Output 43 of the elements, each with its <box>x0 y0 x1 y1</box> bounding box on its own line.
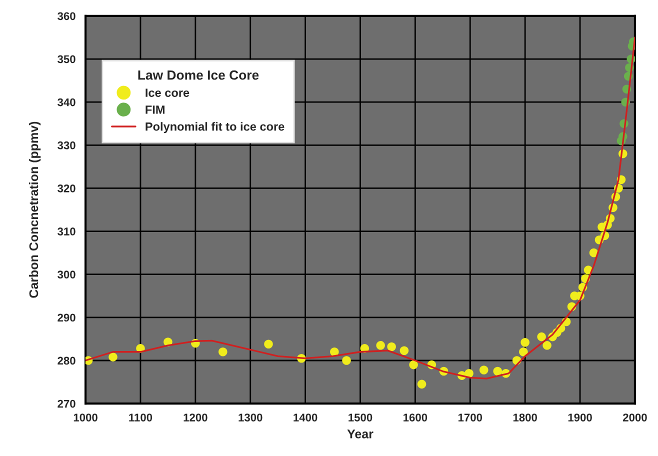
point <box>376 341 385 350</box>
y-tick-label: 310 <box>58 228 76 236</box>
legend-label: Ice core <box>146 88 190 97</box>
legend-label: Polynomial fit to ice core <box>146 122 284 134</box>
y-tick-label: 350 <box>58 55 76 64</box>
point <box>519 347 528 356</box>
point <box>520 338 530 347</box>
point <box>417 380 426 389</box>
y-tick-label: 290 <box>58 314 76 322</box>
y-axis-title: Carbon Concnetration (ppmv) <box>28 122 41 298</box>
x-tick-label: 1000 <box>74 414 98 422</box>
y-tick-label: 330 <box>58 141 76 150</box>
point <box>409 360 418 370</box>
y-tick-label: 280 <box>58 356 76 365</box>
x-tick-label: 1100 <box>129 414 152 422</box>
point <box>493 366 502 376</box>
point <box>400 346 409 355</box>
x-tick-label: 1400 <box>294 414 318 422</box>
point <box>264 340 273 349</box>
x-axis-title: Year <box>347 430 374 438</box>
x-tick-label: 1700 <box>458 414 482 422</box>
legend-title: Law Dome Ice Core <box>138 70 259 80</box>
point <box>218 347 228 356</box>
point <box>387 342 396 352</box>
legend-label: FIM <box>146 106 164 114</box>
y-tick-label: 270 <box>58 400 76 408</box>
point <box>542 341 552 350</box>
point <box>537 332 546 342</box>
point <box>108 352 118 362</box>
x-tick-label: 1600 <box>404 414 428 422</box>
point <box>479 366 488 374</box>
y-tick-label: 360 <box>58 12 76 20</box>
line-series <box>86 36 635 380</box>
x-tick-label: 1900 <box>568 414 592 422</box>
point <box>342 356 351 365</box>
x-tick-label: 1500 <box>348 414 372 422</box>
x-tick-label: 1800 <box>513 414 537 422</box>
x-tick-label: 1300 <box>238 414 262 422</box>
y-tick-label: 340 <box>58 98 76 106</box>
x-tick-label: 1200 <box>184 414 208 422</box>
y-tick-label: 320 <box>58 184 76 192</box>
x-tick-label: 2000 <box>623 414 647 422</box>
y-tick-label: 300 <box>58 270 76 279</box>
